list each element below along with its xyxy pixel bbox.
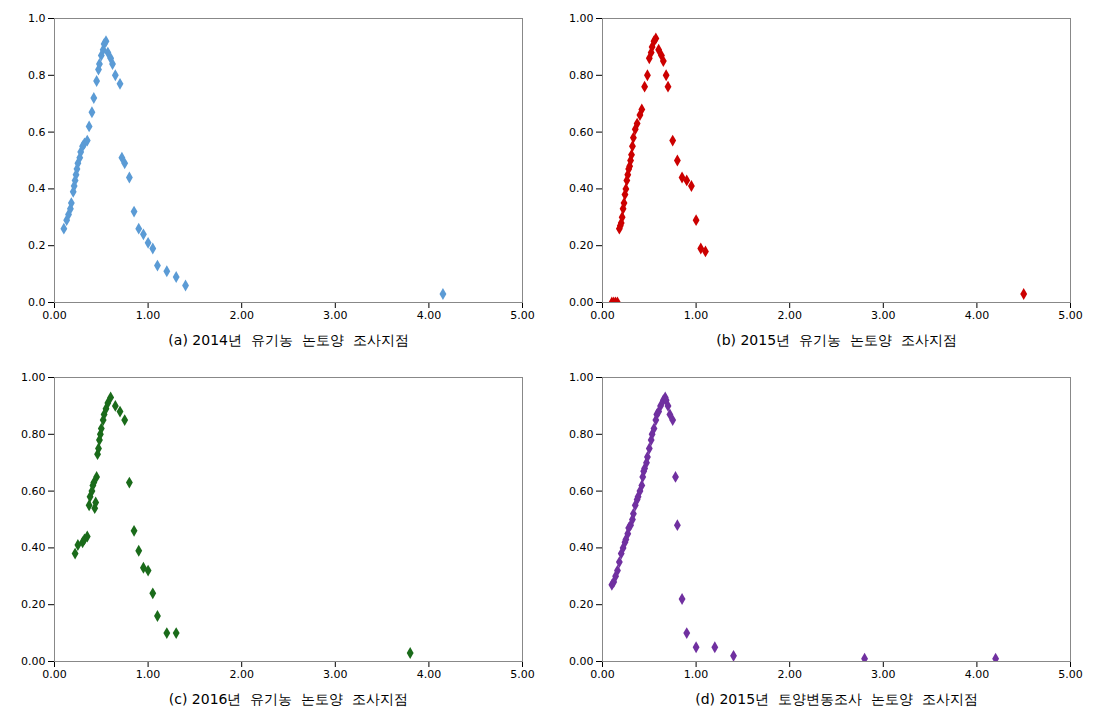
svg-text:0.20: 0.20: [21, 598, 46, 611]
svg-text:0.6: 0.6: [28, 126, 46, 139]
svg-text:1.00: 1.00: [21, 371, 46, 384]
svg-text:2.00: 2.00: [229, 668, 254, 681]
svg-text:1.00: 1.00: [136, 668, 161, 681]
svg-text:5.00: 5.00: [510, 668, 535, 681]
svg-text:4.00: 4.00: [965, 309, 990, 322]
svg-text:0.00: 0.00: [42, 309, 67, 322]
svg-text:0.00: 0.00: [590, 309, 615, 322]
svg-text:2.00: 2.00: [229, 309, 254, 322]
svg-text:(a) 2014년 유기농 논토양 조사지점: (a) 2014년 유기농 논토양 조사지점: [168, 332, 408, 348]
svg-text:(c) 2016년 유기농 논토양 조사지점: (c) 2016년 유기농 논토양 조사지점: [169, 691, 408, 707]
svg-text:0.80: 0.80: [21, 428, 46, 441]
svg-text:0.40: 0.40: [569, 541, 594, 554]
svg-text:1.00: 1.00: [569, 12, 594, 25]
svg-text:5.00: 5.00: [510, 309, 535, 322]
svg-text:0.20: 0.20: [569, 598, 594, 611]
svg-text:4.00: 4.00: [417, 309, 442, 322]
svg-text:3.00: 3.00: [323, 668, 348, 681]
svg-text:0.40: 0.40: [21, 541, 46, 554]
svg-text:3.00: 3.00: [871, 309, 896, 322]
svg-text:(d) 2015년 토양변동조사 논토양 조사지점: (d) 2015년 토양변동조사 논토양 조사지점: [695, 691, 978, 707]
svg-text:0.80: 0.80: [569, 428, 594, 441]
svg-text:1.00: 1.00: [569, 371, 594, 384]
svg-text:0.00: 0.00: [21, 655, 46, 668]
svg-text:1.00: 1.00: [136, 309, 161, 322]
svg-text:3.00: 3.00: [871, 668, 896, 681]
svg-text:5.00: 5.00: [1058, 309, 1083, 322]
svg-text:0.60: 0.60: [21, 485, 46, 498]
svg-text:0.2: 0.2: [28, 239, 46, 252]
svg-text:0.00: 0.00: [569, 296, 594, 309]
svg-text:4.00: 4.00: [417, 668, 442, 681]
svg-text:0.8: 0.8: [28, 69, 46, 82]
svg-text:1.0: 1.0: [28, 12, 46, 25]
svg-text:2.00: 2.00: [777, 309, 802, 322]
svg-text:1.00: 1.00: [684, 668, 709, 681]
svg-text:0.80: 0.80: [569, 69, 594, 82]
svg-text:0.00: 0.00: [42, 668, 67, 681]
svg-text:1.00: 1.00: [684, 309, 709, 322]
svg-text:0.00: 0.00: [590, 668, 615, 681]
svg-text:0.0: 0.0: [28, 296, 46, 309]
svg-text:(b) 2015년 유기농 논토양 조사지점: (b) 2015년 유기농 논토양 조사지점: [716, 332, 957, 348]
svg-text:0.40: 0.40: [569, 182, 594, 195]
svg-text:0.60: 0.60: [569, 485, 594, 498]
svg-text:0.00: 0.00: [569, 655, 594, 668]
svg-text:0.20: 0.20: [569, 239, 594, 252]
svg-text:3.00: 3.00: [323, 309, 348, 322]
svg-text:0.4: 0.4: [28, 182, 46, 195]
svg-text:5.00: 5.00: [1058, 668, 1083, 681]
svg-text:0.60: 0.60: [569, 126, 594, 139]
svg-text:4.00: 4.00: [965, 668, 990, 681]
svg-text:2.00: 2.00: [777, 668, 802, 681]
